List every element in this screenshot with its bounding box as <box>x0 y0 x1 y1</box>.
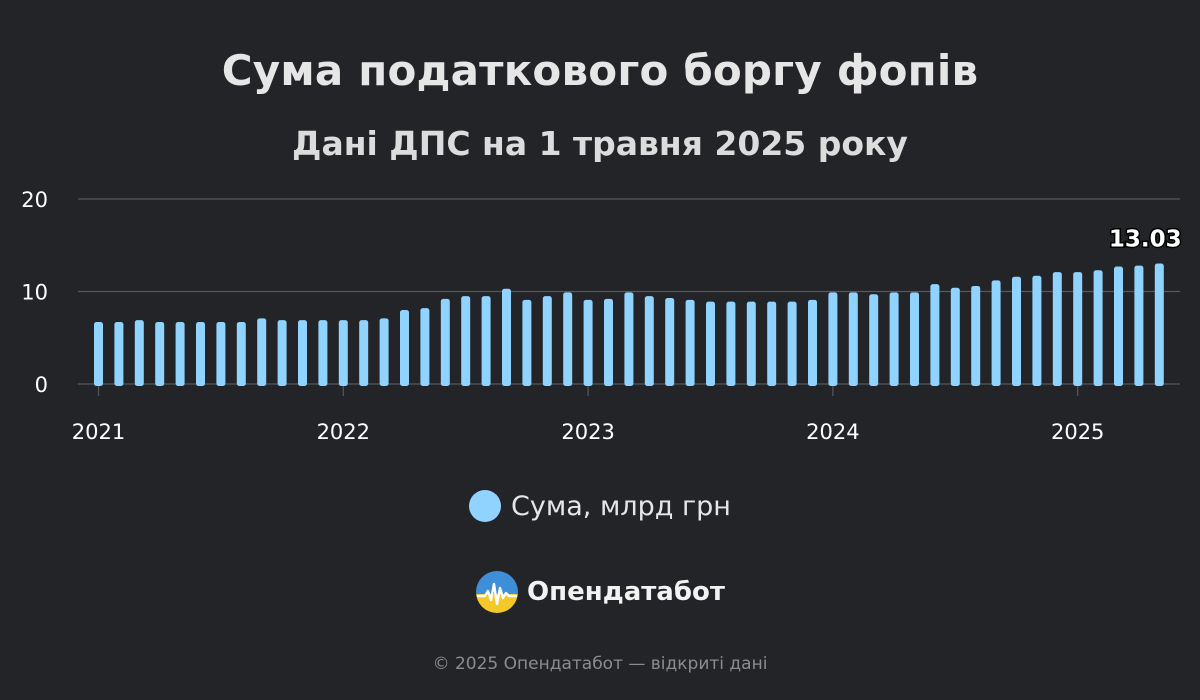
bar <box>522 299 532 386</box>
bar <box>1114 266 1123 386</box>
labels-layer: 0 10 20 2021 2022 2023 2024 2025 13.03 <box>21 188 1183 444</box>
bar <box>114 322 124 386</box>
bar <box>155 322 165 386</box>
bar <box>216 322 226 386</box>
bar <box>910 292 919 386</box>
bar <box>196 322 205 386</box>
bar <box>1154 263 1164 386</box>
brand: Опендатабот <box>0 570 1200 614</box>
bar <box>869 294 879 386</box>
bar <box>563 292 573 386</box>
bar <box>848 292 858 386</box>
bar <box>359 320 369 386</box>
bar <box>950 287 960 386</box>
bar <box>440 298 450 386</box>
bar <box>1093 270 1103 386</box>
bar <box>481 296 491 386</box>
bar <box>1073 272 1083 386</box>
bar <box>175 322 185 386</box>
bar <box>746 301 756 386</box>
y-tick-label: 20 <box>21 188 48 212</box>
chart-title: Сума податкового боргу фопів <box>221 46 979 95</box>
bar <box>1032 275 1042 386</box>
bar <box>298 320 307 386</box>
brand-name: Опендатабот <box>527 577 725 607</box>
x-tick-label: 2021 <box>72 420 125 444</box>
chart-subtitle: Дані ДПС на 1 травня 2025 року <box>292 124 908 163</box>
bar <box>665 297 675 386</box>
y-tick-label: 0 <box>35 373 48 397</box>
bar <box>277 320 287 386</box>
opendatabot-logo-icon <box>476 571 519 613</box>
bar <box>767 301 777 386</box>
bar-chart: 0 10 20 2021 2022 2023 2024 2025 13.03 <box>21 188 1183 444</box>
bar <box>971 285 981 386</box>
bar <box>134 320 144 386</box>
bar <box>1012 276 1021 386</box>
footer-copyright: © 2025 Опендатабот — відкриті дані <box>432 654 768 674</box>
bar <box>685 299 695 386</box>
bar <box>1134 265 1144 386</box>
bar <box>828 292 838 386</box>
legend: Сума, млрд грн <box>0 490 1200 522</box>
data-label-last: 13.03 <box>1109 226 1182 252</box>
legend-label: Сума, млрд грн <box>511 490 731 522</box>
y-tick-label: 10 <box>21 281 48 305</box>
x-tick-label: 2023 <box>561 420 614 444</box>
bar <box>400 310 409 386</box>
bar <box>461 296 471 386</box>
bar <box>379 318 389 386</box>
bar <box>318 320 328 386</box>
bar <box>889 292 899 386</box>
bar <box>420 308 430 386</box>
bar <box>706 301 715 386</box>
bar <box>930 284 940 386</box>
bar <box>991 280 1001 386</box>
bar <box>624 292 634 386</box>
x-tick-label: 2025 <box>1051 420 1104 444</box>
bar <box>338 320 348 386</box>
legend-swatch <box>469 490 502 522</box>
bar <box>502 288 511 386</box>
bar <box>542 296 552 386</box>
bar <box>583 299 593 386</box>
bar <box>604 298 613 386</box>
bar <box>644 296 654 386</box>
bar <box>257 318 267 386</box>
bar <box>787 301 797 386</box>
bar <box>1052 272 1062 386</box>
bar <box>236 322 246 386</box>
x-tick-label: 2024 <box>806 420 859 444</box>
bars-layer <box>94 263 1164 386</box>
bar <box>808 299 817 386</box>
bar <box>726 301 736 386</box>
bar <box>94 322 103 386</box>
x-tick-label: 2022 <box>317 420 370 444</box>
